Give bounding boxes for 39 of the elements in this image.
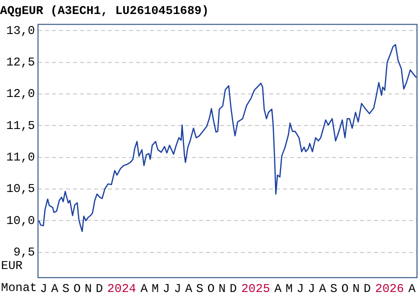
y-tick-label: 11,0 <box>6 150 35 164</box>
x-tick-label: 2026 <box>375 282 404 296</box>
x-tick-label: O <box>74 282 81 296</box>
x-tick-label: J <box>308 282 316 296</box>
y-axis-title: EUR <box>1 258 23 273</box>
x-tick-label: O <box>207 282 215 296</box>
x-tick-label: A <box>274 282 282 296</box>
y-tick-label: 9,5 <box>13 245 35 260</box>
y-tick-label: 10,5 <box>6 182 35 196</box>
x-tick-label: J <box>162 282 170 296</box>
x-tick-label: N <box>84 282 92 296</box>
y-tick-label: 12,5 <box>6 56 35 70</box>
x-tick-label: O <box>341 282 349 296</box>
x-tick-label: J <box>40 282 48 296</box>
x-tick-label: M <box>152 282 159 296</box>
y-tick-label: 12,0 <box>6 87 35 102</box>
x-tick-label: J <box>174 282 182 296</box>
x-tick-label: N <box>218 282 226 296</box>
x-tick-label: D <box>364 282 371 296</box>
x-tick-label: A <box>140 282 148 296</box>
x-tick-label: S <box>196 282 204 296</box>
x-tick-label: J <box>296 282 304 296</box>
x-tick-label: D <box>96 282 103 296</box>
x-axis-title: Monat <box>1 280 38 295</box>
chart-title: AQgEUR (A3ECH1, LU2610451689) <box>0 4 209 18</box>
x-tick-label: N <box>352 282 360 296</box>
x-tick-label: 2025 <box>241 282 270 296</box>
y-tick-label: 11,5 <box>6 118 35 133</box>
y-tick-label: 10,0 <box>6 214 35 228</box>
x-tick-label: A <box>408 282 416 296</box>
x-tick-label: D <box>230 282 237 296</box>
x-tick-label: 2024 <box>107 282 136 296</box>
y-tick-label: 13,0 <box>6 24 35 38</box>
x-tick-label: S <box>330 282 338 296</box>
x-tick-label: A <box>51 282 60 296</box>
x-tick-label: A <box>318 282 327 296</box>
x-tick-label: M <box>286 282 293 296</box>
x-tick-label: A <box>185 282 194 296</box>
x-tick-label: S <box>62 282 70 296</box>
